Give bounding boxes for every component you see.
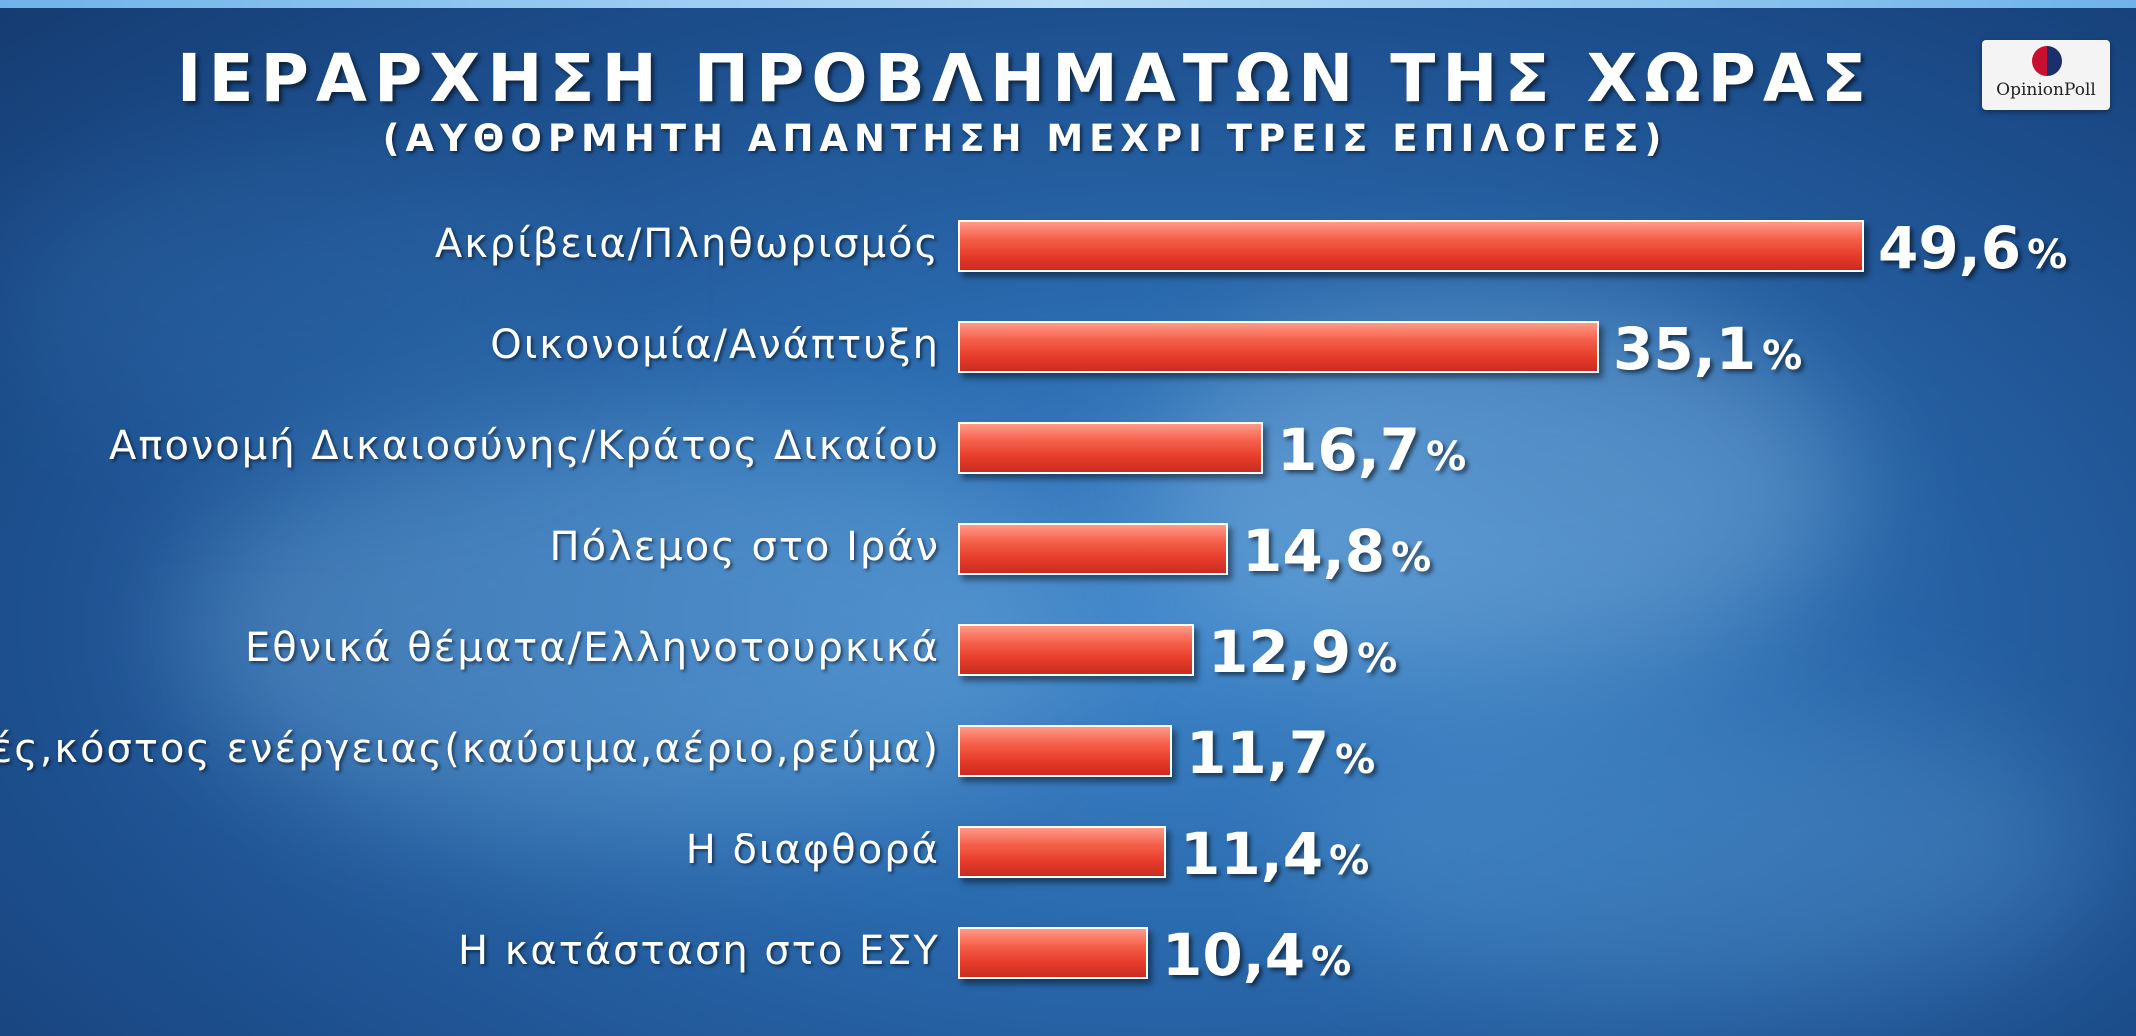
percent-sign: % [1391,535,1432,581]
category-label: Πόλεμος στο Ιράν [549,524,940,570]
bar-row: Οικονομία/Ανάπτυξη 35,1% [0,319,2136,379]
background-blur-shape [1300,700,2100,1000]
percent-sign: % [1762,333,1803,379]
value-number: 10,4 [1162,921,1306,989]
percent-sign: % [1311,939,1352,985]
bar-row: Απονομή Δικαιοσύνης/Κράτος Δικαίου 16,7% [0,420,2136,480]
category-label: Εθνικά θέματα/Ελληνοτουρκικά [244,625,940,671]
value-label: 10,4% [1162,925,1351,985]
bar [958,321,1599,373]
bar-row: Τιμές,κόστος ενέργειας(καύσιμα,αέριο,ρεύ… [0,723,2136,783]
value-number: 14,8 [1242,517,1386,585]
value-label: 16,7% [1277,420,1466,480]
bar-row: Πόλεμος στο Ιράν 14,8% [0,521,2136,581]
percent-sign: % [1329,838,1370,884]
value-label: 14,8% [1242,521,1431,581]
logo-text: OpinionPoll [1996,80,2096,100]
value-label: 49,6% [1878,218,2067,278]
bar-row: Η κατάσταση στο ΕΣΥ 10,4% [0,925,2136,985]
bar [958,220,1864,272]
bar [958,826,1166,878]
percent-sign: % [1357,636,1398,682]
value-number: 49,6 [1878,214,2022,282]
chart-subtitle: (ΑΥΘΟΡΜΗΤΗ ΑΠΑΝΤΗΣΗ ΜΕΧΡΙ ΤΡΕΙΣ ΕΠΙΛΟΓΕΣ… [382,117,1668,160]
value-label: 12,9% [1208,622,1397,682]
category-label: Ακρίβεια/Πληθωρισμός [434,221,940,267]
category-label: Οικονομία/Ανάπτυξη [490,322,940,368]
category-label: Η διαφθορά [685,827,940,873]
value-number: 16,7 [1277,416,1421,484]
value-number: 11,4 [1180,820,1324,888]
bar [958,624,1194,676]
value-number: 35,1 [1613,315,1757,383]
bar-row: Η διαφθορά 11,4% [0,824,2136,884]
bar-row: Ακρίβεια/Πληθωρισμός 49,6% [0,218,2136,278]
category-label: Η κατάσταση στο ΕΣΥ [457,928,940,974]
background-blur-shape [0,150,600,450]
category-label: Απονομή Δικαιοσύνης/Κράτος Δικαίου [109,423,940,469]
bar [958,725,1172,777]
background-blur-shape [180,420,1080,840]
top-highlight-strip [0,0,2136,8]
chart-title: ΙΕΡΑΡΧΗΣΗ ΠΡΟΒΛΗΜΑΤΩΝ ΤΗΣ ΧΩΡΑΣ [176,40,1874,117]
logo-circle-icon [2032,46,2062,76]
category-label: Τιμές,κόστος ενέργειας(καύσιμα,αέριο,ρεύ… [0,726,940,772]
bar [958,523,1228,575]
percent-sign: % [2027,232,2068,278]
value-label: 35,1% [1613,319,1802,379]
value-number: 12,9 [1208,618,1352,686]
bar [958,927,1148,979]
bar-row: Εθνικά θέματα/Ελληνοτουρκικά 12,9% [0,622,2136,682]
value-number: 11,7 [1186,719,1330,787]
percent-sign: % [1335,737,1376,783]
value-label: 11,7% [1186,723,1375,783]
value-label: 11,4% [1180,824,1369,884]
opinionpoll-logo: OpinionPoll [1982,40,2110,110]
percent-sign: % [1426,434,1467,480]
bar [958,422,1263,474]
